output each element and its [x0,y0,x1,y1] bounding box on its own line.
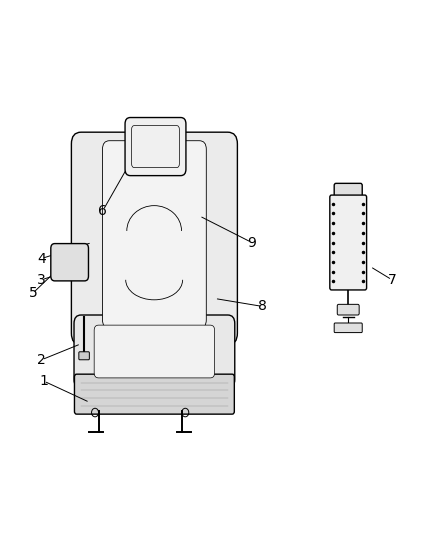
Text: 2: 2 [37,353,46,367]
FancyBboxPatch shape [334,183,362,199]
Polygon shape [143,147,168,167]
Text: 3: 3 [37,273,46,287]
Text: 5: 5 [28,286,37,300]
FancyBboxPatch shape [74,374,234,414]
FancyBboxPatch shape [102,141,206,328]
FancyBboxPatch shape [51,244,88,281]
FancyBboxPatch shape [74,315,235,388]
Text: 8: 8 [258,300,267,313]
FancyBboxPatch shape [94,325,215,378]
FancyBboxPatch shape [330,195,367,290]
Text: 6: 6 [99,204,107,217]
FancyBboxPatch shape [334,323,362,333]
FancyBboxPatch shape [337,304,359,315]
Text: 9: 9 [247,236,256,249]
FancyBboxPatch shape [131,126,180,167]
FancyBboxPatch shape [79,352,89,360]
FancyBboxPatch shape [71,132,237,345]
Text: 1: 1 [39,374,48,388]
Text: 7: 7 [388,273,396,287]
FancyBboxPatch shape [125,118,186,176]
Text: 4: 4 [37,252,46,265]
